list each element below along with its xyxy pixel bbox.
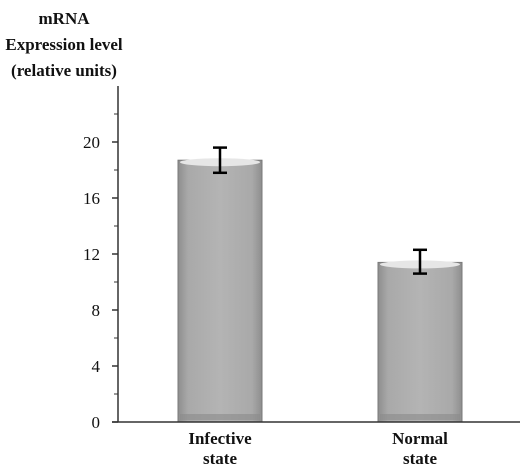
x-category-label-1-line-1: Normal	[392, 429, 448, 448]
y-tick-label-4: 16	[83, 189, 100, 208]
bar-1	[377, 261, 463, 423]
y-tick-label-3: 12	[83, 245, 100, 264]
y-tick-label-2: 8	[92, 301, 101, 320]
error-bars-group	[213, 146, 427, 275]
bar-0	[177, 159, 263, 423]
y-axis-title-line-1: mRNA	[39, 9, 91, 28]
bars-group	[177, 158, 463, 423]
y-tick-label-1: 4	[92, 357, 101, 376]
x-category-label-0-line-1: Infective	[188, 429, 252, 448]
y-tick-label-0: 0	[92, 413, 101, 432]
x-category-label-1-line-2: state	[403, 449, 437, 468]
bar-base-1	[380, 414, 460, 420]
y-axis-title-line-3: (relative units)	[11, 61, 117, 80]
y-axis-title: mRNA Expression level (relative units)	[5, 9, 123, 80]
bar-base-0	[180, 414, 260, 420]
y-tick-label-5: 20	[83, 133, 100, 152]
y-axis-title-line-2: Expression level	[5, 35, 123, 54]
x-category-label-0-line-2: state	[203, 449, 237, 468]
y-ticks-group: 0 4 8 12 16 20	[83, 113, 118, 432]
